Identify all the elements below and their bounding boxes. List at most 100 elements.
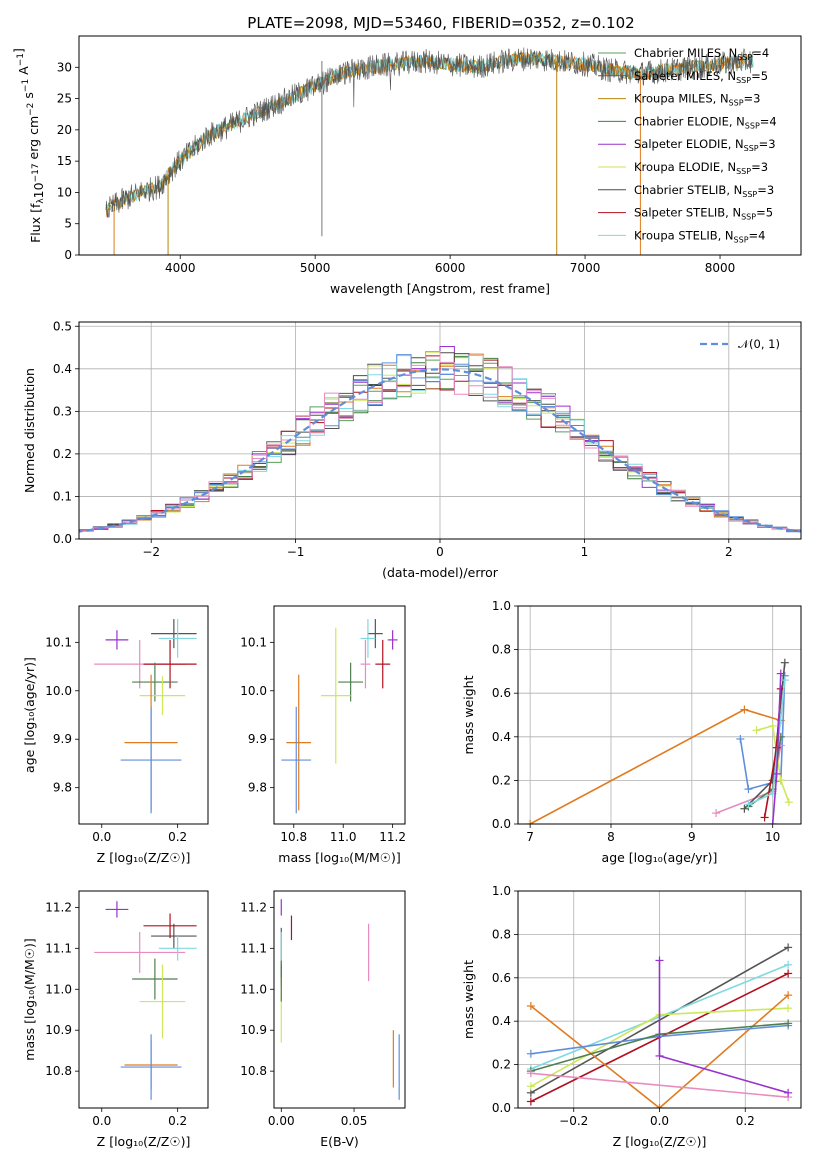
weight-vs-age-panel: 7 8 9 10 0.0 0.2 0.4 0.6 0.8 1.0 age [log₁₀(age/yr…	[461, 599, 802, 865]
y-tick-label: 0.2	[53, 447, 72, 461]
errorbars	[281, 619, 398, 814]
y-tick-label: 0.4	[492, 730, 511, 744]
x-tick-label: 0.2	[736, 1114, 755, 1128]
errorbar-point	[143, 913, 197, 939]
y-tick-label: 11.0	[45, 982, 72, 996]
legend-entry: Kroupa MILES, NSSP=3	[634, 92, 760, 108]
y-tick-label: 0.4	[492, 1014, 511, 1028]
legend-count: =3	[751, 160, 768, 174]
x-tick-label: 8000	[705, 261, 736, 275]
x-axis-label: (data-model)/error	[382, 565, 499, 580]
y-tick-label: 10.0	[240, 684, 267, 698]
x-tick-label: 0.0	[92, 1114, 111, 1128]
x-tick-label: 0.2	[168, 830, 187, 844]
x-tick-label: 2	[725, 545, 733, 559]
errorbars	[94, 901, 197, 1100]
legend-sub: SSP	[744, 144, 759, 153]
errorbars	[94, 619, 197, 814]
y-tick-label: 0.2	[492, 773, 511, 787]
x-tick-label: 10	[765, 830, 780, 844]
x-tick-label: 7000	[570, 261, 601, 275]
y-tick-label: 0.3	[53, 404, 72, 418]
legend-name: Salpeter ELODIE, N	[634, 137, 744, 151]
errorbar-point	[139, 676, 186, 715]
y-tick-label: 1.0	[492, 884, 511, 898]
y-tick-label: 0.0	[53, 532, 72, 546]
y-tick-label: 11.1	[45, 941, 72, 955]
y-tick-label: 15	[57, 154, 72, 168]
y-tick-label: 0.0	[492, 1101, 511, 1115]
y-axis-label: mass weight	[461, 675, 476, 754]
legend-entry: Chabrier ELODIE, NSSP=4	[634, 114, 777, 130]
y-axis-label: mass weight	[461, 960, 476, 1039]
axes-frame	[273, 890, 406, 1109]
legend-name: Salpeter MILES, N	[634, 69, 736, 83]
legend-count: =3	[757, 183, 774, 197]
legend-entry: 𝒩(0, 1)	[738, 337, 780, 351]
y-tick-label: 11.2	[240, 900, 267, 914]
errorbar-point	[158, 936, 197, 961]
mass-vs-metallicity-panel: 0.0 0.2 10.8 10.9 11.0 11.1 11.2 Z [log₁₀(Z/Z☉)…	[22, 890, 209, 1149]
y-tick-label: 9.8	[53, 781, 72, 795]
y-axis-label: age [log₁₀(age/yr)]	[22, 657, 37, 773]
errorbar-point	[281, 706, 312, 814]
errorbar-point	[367, 619, 383, 649]
legend-count: =5	[751, 69, 768, 83]
errorbar-point	[158, 619, 197, 658]
errorbar-point	[132, 958, 178, 1000]
x-tick-label: 10.8	[280, 830, 307, 844]
mass-vs-ebv-panel: 0.00 0.05 10.8 10.9 11.0 11.1 11.2 E(B-V)	[240, 890, 406, 1149]
age-vs-mass-panel: 10.8 11.0 11.2 9.8 9.9 10.0 10.1 mass [log₁₀(M/…	[240, 605, 406, 865]
figure-title: PLATE=2098, MJD=53460, FIBERID=0352, z=0…	[247, 14, 634, 32]
y-label-sup: −1	[21, 79, 31, 92]
errorbar-point	[338, 662, 363, 702]
y-label-sub: λ	[36, 198, 46, 204]
histogram-lines	[79, 346, 801, 534]
axes-frame	[78, 605, 209, 825]
y-label-part: 10	[31, 182, 46, 198]
weight-series	[739, 675, 786, 791]
errorbar-point	[360, 639, 371, 689]
errorbar-point	[139, 964, 186, 1039]
y-tick-label: 10.1	[240, 635, 267, 649]
errorbar-point	[105, 630, 129, 650]
legend-count: =4	[749, 228, 766, 242]
legend-sub: SSP	[745, 121, 760, 130]
legend-sub: SSP	[737, 53, 752, 62]
axes-frame	[78, 890, 209, 1109]
legend-sub: SSP	[742, 190, 757, 199]
weight-lines	[526, 658, 793, 824]
x-tick-label: 11.2	[379, 830, 406, 844]
errorbar-point	[375, 639, 391, 689]
y-tick-label: 1.0	[492, 599, 511, 613]
legend-sub: SSP	[734, 235, 749, 244]
axes-frame	[517, 890, 802, 1109]
y-tick-label: 9.8	[248, 781, 267, 795]
legend-name: Chabrier ELODIE, N	[634, 114, 745, 128]
x-axis-label: E(B-V)	[320, 1134, 359, 1149]
y-label-part: s	[21, 92, 36, 103]
errorbar-point	[286, 674, 312, 811]
axes-frame	[273, 605, 406, 825]
x-tick-label: 5000	[300, 261, 331, 275]
y-tick-label: 9.9	[248, 732, 267, 746]
y-label-sup: −17	[31, 163, 41, 182]
x-axis-label: wavelength [Angstrom, rest frame]	[330, 281, 550, 296]
errorbar-point	[143, 639, 197, 689]
legend-count: =3	[759, 137, 776, 151]
y-tick-label: 10.9	[240, 1023, 267, 1037]
errorbar-point	[94, 931, 186, 973]
x-tick-label: −2	[142, 545, 160, 559]
legend-count: =5	[756, 206, 773, 220]
y-label-part: Flux [f	[28, 203, 43, 243]
x-tick-label: 1	[581, 545, 589, 559]
legend-entry: Chabrier MILES, NSSP=4	[634, 46, 769, 62]
legend-entry: Kroupa ELODIE, NSSP=3	[634, 160, 768, 176]
x-tick-label: 6000	[435, 261, 466, 275]
axes-frame	[78, 35, 802, 256]
y-tick-label: 11.2	[45, 900, 72, 914]
age-vs-metallicity-panel: 0.0 0.2 9.8 9.9 10.0 10.1 Z [log₁₀(Z/Z☉)] age […	[22, 605, 209, 865]
weight-vs-metallicity-panel: −0.2 0.0 0.2 0.0 0.2 0.4 0.6 0.8 1.0 Z [log₁₀(Z/Z…	[461, 884, 802, 1149]
errorbar-point	[132, 662, 178, 702]
